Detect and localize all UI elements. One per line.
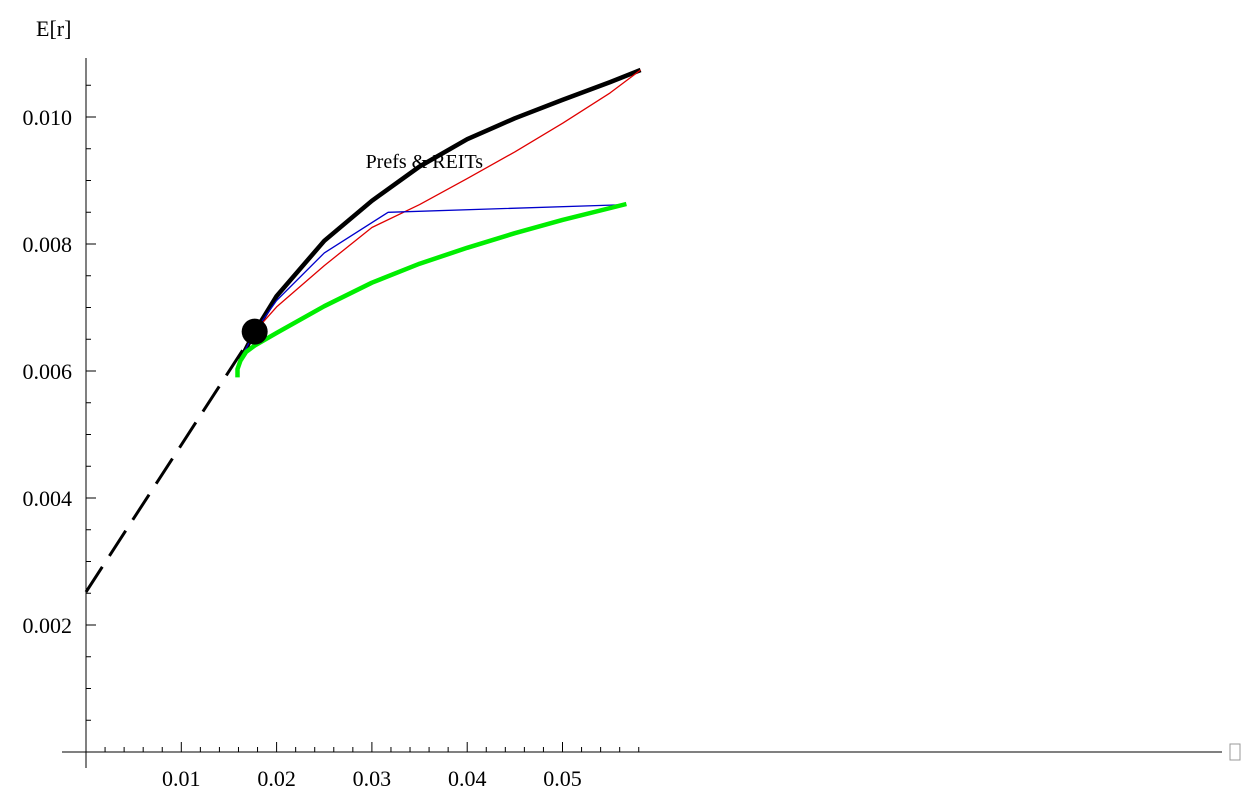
y-tick-label: 0.008 bbox=[23, 232, 73, 257]
series-line-3 bbox=[239, 69, 641, 360]
series-group bbox=[84, 67, 642, 593]
y-tick-label: 0.010 bbox=[23, 105, 73, 130]
x-tick-label: 0.05 bbox=[543, 766, 582, 791]
x-tick-label: 0.03 bbox=[353, 766, 392, 791]
annotation-label: Prefs & REITs bbox=[366, 151, 484, 173]
axes bbox=[62, 58, 1222, 768]
x-axis-label-box bbox=[1229, 743, 1241, 761]
series-line-4 bbox=[239, 203, 627, 360]
x-tick-label: 0.01 bbox=[162, 766, 201, 791]
x-tick-label: 0.04 bbox=[448, 766, 487, 791]
y-axis-label: E[r] bbox=[36, 16, 71, 41]
labels-group: 0.01 0.02 0.03 0.04 0.05 0.002 0.004 0.006 0.008… bbox=[23, 105, 582, 791]
y-tick-label: 0.002 bbox=[23, 613, 73, 638]
series-line-2 bbox=[238, 67, 642, 361]
x-axis-label-glyph bbox=[1229, 743, 1241, 761]
series-line-1 bbox=[84, 330, 256, 593]
series-line-5 bbox=[235, 201, 627, 378]
y-tick-label: 0.006 bbox=[23, 359, 73, 384]
x-tick-label: 0.02 bbox=[257, 766, 296, 791]
tangency-point-marker bbox=[241, 318, 268, 345]
y-tick-label: 0.004 bbox=[23, 486, 73, 511]
